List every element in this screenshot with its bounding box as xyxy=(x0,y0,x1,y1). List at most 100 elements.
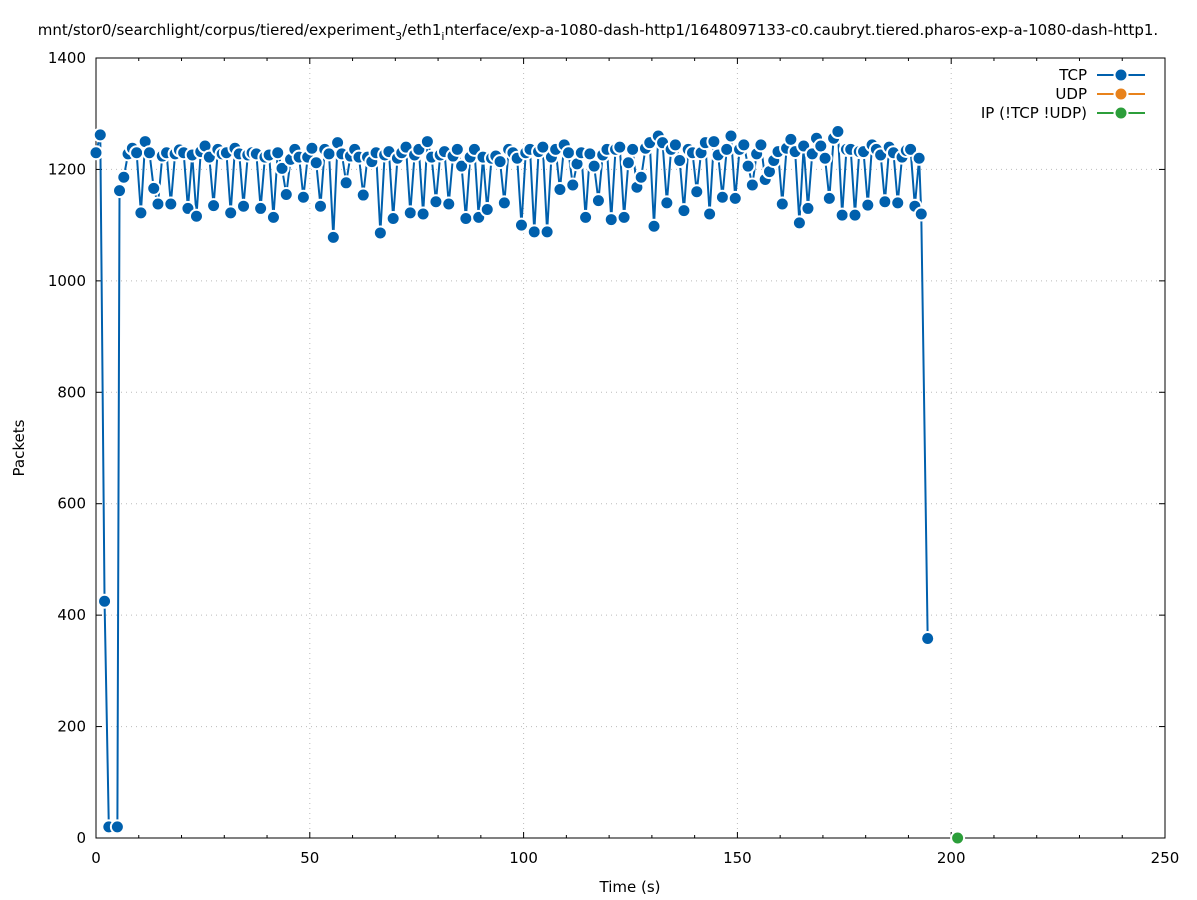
data-point xyxy=(753,137,769,153)
chart-title-part1: mnt/stor0/searchlight/corpus/tiered/expe… xyxy=(38,21,395,39)
data-point xyxy=(689,184,705,200)
legend-label: UDP xyxy=(1055,85,1087,103)
data-point xyxy=(321,146,337,162)
data-point xyxy=(744,177,760,193)
data-point xyxy=(714,189,730,205)
data-point xyxy=(913,206,929,222)
x-tick-label: 0 xyxy=(91,849,101,867)
legend-label: IP (!TCP !UDP) xyxy=(981,104,1087,122)
data-point xyxy=(719,141,735,157)
data-point xyxy=(163,196,179,212)
data-point xyxy=(274,160,290,176)
data-point xyxy=(539,224,555,240)
x-tick-label: 250 xyxy=(1151,849,1180,867)
data-point xyxy=(612,139,628,155)
data-point xyxy=(877,194,893,210)
x-tick-label: 150 xyxy=(723,849,752,867)
data-point xyxy=(206,198,222,214)
data-point xyxy=(236,198,252,214)
data-point xyxy=(821,190,837,206)
data-point xyxy=(454,158,470,174)
data-point xyxy=(402,205,418,221)
data-point xyxy=(188,208,204,224)
data-point xyxy=(783,131,799,147)
data-point xyxy=(791,215,807,231)
x-axis-title: Time (s) xyxy=(599,878,661,896)
axes: 0 50 100 150 200 250 0 200 400 600 800 1000 1200 1400 xyxy=(48,49,1180,867)
legend-label: TCP xyxy=(1058,66,1087,84)
y-tick-label: 1000 xyxy=(48,272,86,290)
x-tick-label: 100 xyxy=(509,849,538,867)
data-point xyxy=(312,198,328,214)
data-point xyxy=(479,202,495,218)
y-tick-label: 200 xyxy=(57,718,86,736)
series-0 xyxy=(88,124,936,835)
data-point xyxy=(496,195,512,211)
data-point xyxy=(813,138,829,154)
legend-swatch-marker xyxy=(1113,105,1129,121)
data-point xyxy=(676,203,692,219)
y-tick-label: 0 xyxy=(76,829,86,847)
chart-title-subscript2: i xyxy=(441,30,444,43)
data-point xyxy=(338,175,354,191)
data-point xyxy=(911,150,927,166)
data-point xyxy=(109,819,125,835)
data-point xyxy=(920,631,936,647)
data-point xyxy=(847,207,863,223)
x-tick-label: 50 xyxy=(300,849,319,867)
data-point xyxy=(295,189,311,205)
data-point xyxy=(736,137,752,153)
data-point xyxy=(150,196,166,212)
data-point xyxy=(526,224,542,240)
data-point xyxy=(702,206,718,222)
data-point xyxy=(950,830,966,846)
y-tick-label: 400 xyxy=(57,606,86,624)
chart-title: mnt/stor0/searchlight/corpus/tiered/expe… xyxy=(38,21,1158,43)
data-point xyxy=(304,140,320,156)
data-point xyxy=(449,141,465,157)
plot-frame xyxy=(95,57,1166,839)
data-point xyxy=(830,124,846,140)
chart-title-subscript1: 3 xyxy=(395,30,402,43)
data-point xyxy=(723,128,739,144)
data-point xyxy=(667,137,683,153)
data-point xyxy=(419,134,435,150)
data-point xyxy=(265,209,281,225)
y-axis-title: Packets xyxy=(10,419,28,476)
data-point xyxy=(890,195,906,211)
data-point xyxy=(116,169,132,185)
legend-swatch-marker xyxy=(1113,67,1129,83)
data-point xyxy=(659,195,675,211)
data-point xyxy=(834,207,850,223)
data-point xyxy=(492,154,508,170)
data-point xyxy=(774,196,790,212)
data-point xyxy=(458,210,474,226)
data-point xyxy=(355,187,371,203)
series-line xyxy=(95,128,929,828)
data-point xyxy=(253,200,269,216)
data-point xyxy=(415,206,431,222)
series-2 xyxy=(950,830,966,846)
data-point xyxy=(308,155,324,171)
data-point xyxy=(633,169,649,185)
data-point xyxy=(903,141,919,157)
data-point xyxy=(860,197,876,213)
data-point xyxy=(385,210,401,226)
data-point xyxy=(92,127,108,143)
data-point xyxy=(727,190,743,206)
y-tick-label: 600 xyxy=(57,495,86,513)
y-tick-label: 1200 xyxy=(48,160,86,178)
chart-title-part2: /eth1 xyxy=(402,21,441,39)
data-point xyxy=(817,150,833,166)
data-point xyxy=(223,205,239,221)
plot-area xyxy=(88,124,966,846)
legend-swatch-marker xyxy=(1113,86,1129,102)
data-point xyxy=(586,158,602,174)
y-tick-label: 1400 xyxy=(48,49,86,67)
x-tick-label: 200 xyxy=(937,849,966,867)
data-point xyxy=(582,146,598,162)
data-point xyxy=(112,183,128,199)
data-point xyxy=(590,193,606,209)
